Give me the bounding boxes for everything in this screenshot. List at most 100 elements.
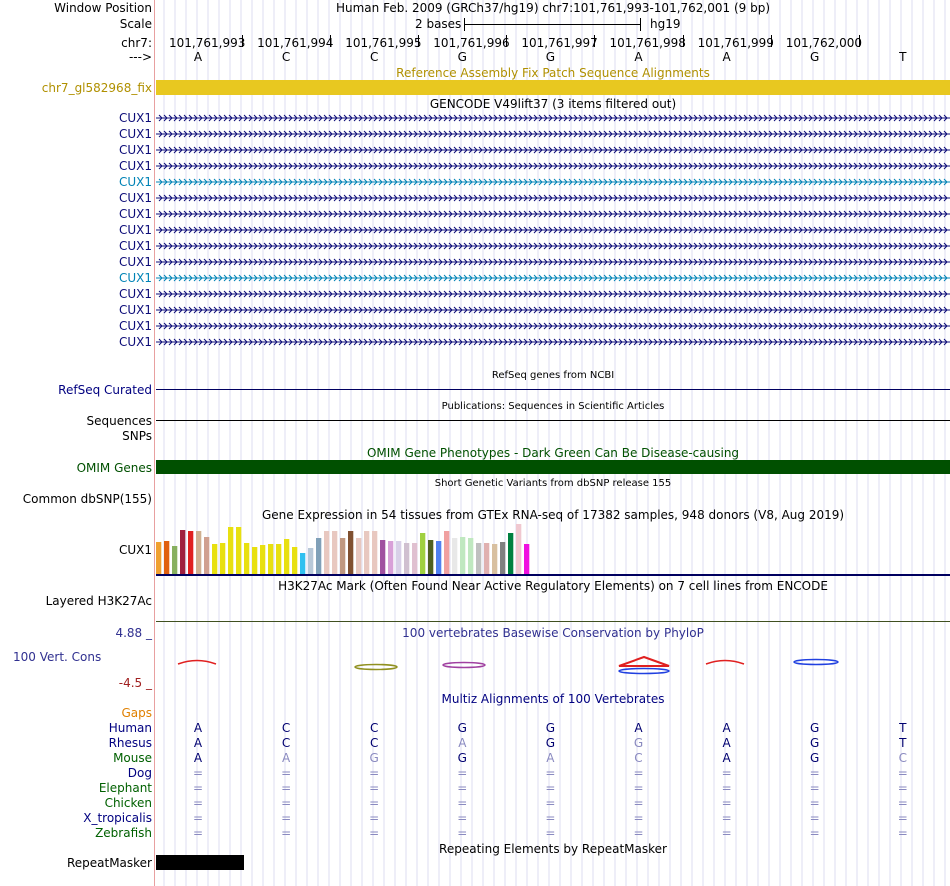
repeatmasker-label[interactable]: RepeatMasker: [66, 856, 152, 870]
gtex-tissue-bar[interactable]: [284, 539, 290, 574]
gencode-item-label[interactable]: CUX1: [118, 143, 152, 157]
fix-patch-title[interactable]: Reference Assembly Fix Patch Sequence Al…: [396, 66, 710, 80]
gencode-item-label[interactable]: CUX1: [118, 191, 152, 205]
gtex-tissue-bar[interactable]: [268, 544, 274, 574]
phylop-signal[interactable]: [156, 655, 950, 685]
gencode-item-label[interactable]: CUX1: [118, 303, 152, 317]
multiz-species-label[interactable]: Human: [108, 721, 152, 735]
gencode-item-label[interactable]: CUX1: [118, 239, 152, 253]
gtex-label[interactable]: CUX1: [118, 543, 152, 557]
gencode-item-label[interactable]: CUX1: [118, 111, 152, 125]
gtex-tissue-bar[interactable]: [524, 544, 530, 574]
gtex-tissue-bar[interactable]: [340, 538, 346, 574]
gencode-transcript-line[interactable]: [156, 161, 950, 171]
gtex-tissue-bar[interactable]: [220, 543, 226, 574]
gtex-tissue-bar[interactable]: [236, 527, 242, 574]
gtex-tissue-bar[interactable]: [460, 537, 466, 574]
refseq-label[interactable]: RefSeq Curated: [58, 383, 152, 397]
gencode-transcript-line[interactable]: [156, 129, 950, 139]
gtex-tissue-bar[interactable]: [204, 537, 210, 574]
gtex-tissue-bar[interactable]: [468, 538, 474, 574]
repeatmasker-block[interactable]: [156, 855, 244, 870]
multiz-species-label[interactable]: Dog: [127, 766, 152, 780]
gtex-tissue-bar[interactable]: [452, 538, 458, 574]
gencode-title[interactable]: GENCODE V49lift37 (3 items filtered out): [429, 97, 677, 111]
gtex-tissue-bar[interactable]: [508, 533, 514, 574]
gtex-tissue-bar[interactable]: [292, 547, 298, 574]
gencode-transcript-line[interactable]: [156, 177, 950, 187]
phylop-score-mark[interactable]: [354, 663, 398, 671]
gtex-tissue-bar[interactable]: [188, 531, 194, 574]
gencode-item-label[interactable]: CUX1: [118, 335, 152, 349]
gencode-transcript-line[interactable]: [156, 289, 950, 299]
publications-title[interactable]: Publications: Sequences in Scientific Ar…: [441, 401, 665, 412]
multiz-species-label[interactable]: Mouse: [113, 751, 152, 765]
gaps-label[interactable]: Gaps: [121, 706, 152, 720]
repeatmasker-title[interactable]: Repeating Elements by RepeatMasker: [439, 842, 667, 856]
phylop-score-mark[interactable]: [705, 659, 745, 665]
gtex-tissue-bar[interactable]: [372, 531, 378, 574]
gtex-tissue-bar[interactable]: [492, 544, 498, 574]
gtex-tissue-bar[interactable]: [244, 543, 250, 574]
gencode-item-label[interactable]: CUX1: [118, 223, 152, 237]
gtex-tissue-bar[interactable]: [388, 541, 394, 574]
gtex-tissue-bar[interactable]: [228, 527, 234, 574]
refseq-title[interactable]: RefSeq genes from NCBI: [491, 370, 615, 381]
gtex-tissue-bar[interactable]: [380, 540, 386, 574]
gtex-tissue-bar[interactable]: [476, 543, 482, 574]
publications-label-snps[interactable]: SNPs: [122, 429, 152, 443]
gtex-tissue-bar[interactable]: [484, 543, 490, 574]
gencode-item-label[interactable]: CUX1: [118, 175, 152, 189]
gencode-item-label[interactable]: CUX1: [118, 159, 152, 173]
gtex-tissue-bar[interactable]: [156, 542, 162, 574]
omim-bar[interactable]: [156, 460, 950, 474]
gtex-tissue-bar[interactable]: [516, 524, 522, 574]
gencode-item-label[interactable]: CUX1: [118, 255, 152, 269]
omim-title[interactable]: OMIM Gene Phenotypes - Dark Green Can Be…: [366, 446, 740, 460]
h3k27ac-title[interactable]: H3K27Ac Mark (Often Found Near Active Re…: [278, 579, 828, 593]
h3k27ac-label[interactable]: Layered H3K27Ac: [45, 594, 152, 608]
gencode-transcript-line[interactable]: [156, 209, 950, 219]
phylop-score-mark[interactable]: [618, 667, 670, 675]
gtex-tissue-bar[interactable]: [396, 541, 402, 574]
multiz-species-label[interactable]: Zebrafish: [95, 826, 152, 840]
gtex-tissue-bar[interactable]: [252, 547, 258, 574]
fix-patch-bar[interactable]: [156, 80, 950, 95]
gtex-tissue-bar[interactable]: [260, 545, 266, 574]
gtex-tissue-bar[interactable]: [164, 541, 170, 574]
refseq-line[interactable]: [156, 389, 950, 390]
gtex-tissue-bar[interactable]: [332, 531, 338, 574]
multiz-title[interactable]: Multiz Alignments of 100 Vertebrates: [441, 692, 665, 706]
gtex-tissue-bar[interactable]: [300, 553, 306, 574]
gtex-tissue-bar[interactable]: [356, 538, 362, 574]
gtex-tissue-bar[interactable]: [364, 531, 370, 574]
gencode-transcript-line[interactable]: [156, 273, 950, 283]
multiz-species-label[interactable]: Elephant: [98, 781, 152, 795]
gtex-tissue-bar[interactable]: [316, 538, 322, 574]
fix-patch-label[interactable]: chr7_gl582968_fix: [41, 81, 152, 95]
gencode-transcript-line[interactable]: [156, 193, 950, 203]
gencode-item-label[interactable]: CUX1: [118, 207, 152, 221]
multiz-species-label[interactable]: Chicken: [104, 796, 152, 810]
dbsnp-label[interactable]: Common dbSNP(155): [22, 492, 152, 506]
gencode-transcript-line[interactable]: [156, 257, 950, 267]
gtex-tissue-bar[interactable]: [444, 531, 450, 574]
gtex-tissue-bar[interactable]: [500, 542, 506, 574]
phylop-label[interactable]: 100 Vert. Cons: [13, 650, 102, 664]
phylop-score-mark[interactable]: [442, 661, 486, 669]
gtex-tissue-bar[interactable]: [276, 544, 282, 574]
publications-label-sequences[interactable]: Sequences: [86, 414, 152, 428]
phylop-title[interactable]: 100 vertebrates Basewise Conservation by…: [402, 626, 704, 640]
phylop-score-mark[interactable]: [618, 655, 670, 667]
gencode-transcript-line[interactable]: [156, 321, 950, 331]
gencode-item-label[interactable]: CUX1: [118, 319, 152, 333]
gtex-tissue-bar[interactable]: [196, 531, 202, 574]
gtex-tissue-bar[interactable]: [404, 543, 410, 574]
gtex-tissue-bar[interactable]: [324, 531, 330, 574]
phylop-score-mark[interactable]: [793, 658, 839, 666]
gtex-tissue-bar[interactable]: [412, 543, 418, 574]
gtex-tissue-bar[interactable]: [180, 530, 186, 574]
gtex-title[interactable]: Gene Expression in 54 tissues from GTEx …: [261, 508, 845, 522]
multiz-species-label[interactable]: Rhesus: [108, 736, 152, 750]
gencode-item-label[interactable]: CUX1: [118, 271, 152, 285]
